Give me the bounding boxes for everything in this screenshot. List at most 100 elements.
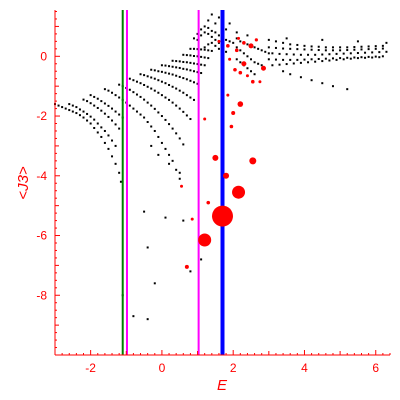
- black-point: [189, 69, 192, 72]
- black-point: [178, 60, 181, 63]
- black-point: [168, 83, 171, 86]
- red-point: [241, 61, 247, 67]
- black-point: [111, 91, 114, 94]
- red-point: [231, 111, 236, 116]
- black-point: [367, 55, 370, 58]
- black-point: [267, 52, 270, 55]
- black-point: [89, 122, 92, 125]
- red-point: [248, 43, 254, 49]
- black-point: [111, 155, 114, 158]
- black-point: [185, 68, 188, 71]
- black-point: [228, 22, 231, 25]
- black-point: [285, 53, 288, 56]
- red-point: [260, 65, 266, 71]
- black-point: [192, 47, 195, 50]
- black-point: [203, 46, 206, 49]
- black-point: [207, 26, 210, 29]
- black-point: [239, 40, 242, 43]
- black-point: [107, 104, 110, 107]
- black-point: [328, 59, 331, 62]
- black-point: [356, 52, 359, 55]
- black-point: [143, 98, 146, 101]
- black-point: [107, 134, 110, 137]
- black-point: [356, 57, 359, 60]
- black-point: [331, 46, 334, 49]
- black-point: [310, 58, 313, 61]
- black-point: [250, 70, 253, 73]
- black-point: [139, 73, 142, 76]
- black-point: [135, 93, 138, 96]
- black-point: [324, 57, 327, 60]
- black-point: [93, 126, 96, 129]
- black-point: [86, 119, 89, 122]
- black-point: [146, 318, 149, 321]
- black-point: [196, 71, 199, 74]
- black-point: [200, 48, 203, 51]
- black-point: [250, 58, 253, 61]
- black-point: [89, 94, 92, 97]
- black-point: [267, 46, 270, 49]
- black-point: [111, 139, 114, 142]
- black-point: [178, 107, 181, 110]
- black-point: [196, 32, 199, 35]
- black-points-layer: [54, 13, 388, 321]
- black-point: [178, 171, 181, 174]
- black-point: [143, 210, 146, 213]
- black-point: [103, 88, 106, 91]
- black-point: [168, 162, 171, 165]
- red-point: [229, 124, 234, 129]
- black-point: [282, 47, 285, 50]
- black-point: [135, 80, 138, 83]
- black-point: [146, 101, 149, 104]
- vertical-lines-layer: [121, 10, 225, 355]
- black-point: [143, 116, 146, 119]
- black-point: [292, 62, 295, 65]
- red-point: [250, 79, 255, 84]
- black-point: [321, 60, 324, 63]
- black-point: [299, 53, 302, 56]
- black-point: [57, 104, 60, 107]
- black-point: [207, 19, 210, 22]
- black-point: [157, 79, 160, 82]
- black-point: [71, 110, 74, 113]
- black-point: [189, 118, 192, 121]
- black-point: [235, 31, 238, 34]
- red-point: [249, 157, 257, 165]
- black-point: [385, 41, 388, 44]
- black-point: [160, 70, 163, 73]
- black-point: [185, 114, 188, 117]
- black-point: [168, 123, 171, 126]
- black-point: [93, 95, 96, 98]
- black-point: [317, 45, 320, 48]
- black-point: [331, 49, 334, 52]
- black-point: [196, 82, 199, 85]
- black-point: [239, 49, 242, 52]
- black-point: [331, 85, 334, 88]
- black-point: [339, 46, 342, 49]
- black-point: [210, 13, 213, 16]
- black-point: [157, 153, 160, 156]
- y-tick-label: -2: [36, 109, 47, 123]
- black-point: [200, 55, 203, 58]
- black-point: [114, 162, 117, 165]
- red-point: [212, 205, 233, 227]
- black-point: [353, 48, 356, 51]
- black-point: [175, 132, 178, 135]
- black-point: [103, 141, 106, 144]
- red-point: [212, 154, 219, 161]
- black-point: [271, 64, 274, 67]
- black-point: [146, 75, 149, 78]
- red-point: [233, 67, 237, 72]
- black-point: [82, 110, 85, 113]
- black-point: [114, 110, 117, 113]
- black-point: [235, 46, 238, 49]
- black-point: [96, 122, 99, 125]
- black-point: [282, 41, 285, 44]
- black-point: [324, 49, 327, 52]
- black-point: [200, 63, 203, 66]
- black-point: [342, 52, 345, 55]
- black-point: [168, 153, 171, 156]
- red-point: [258, 80, 262, 84]
- x-tick-label: 4: [301, 361, 308, 375]
- red-point: [217, 39, 221, 43]
